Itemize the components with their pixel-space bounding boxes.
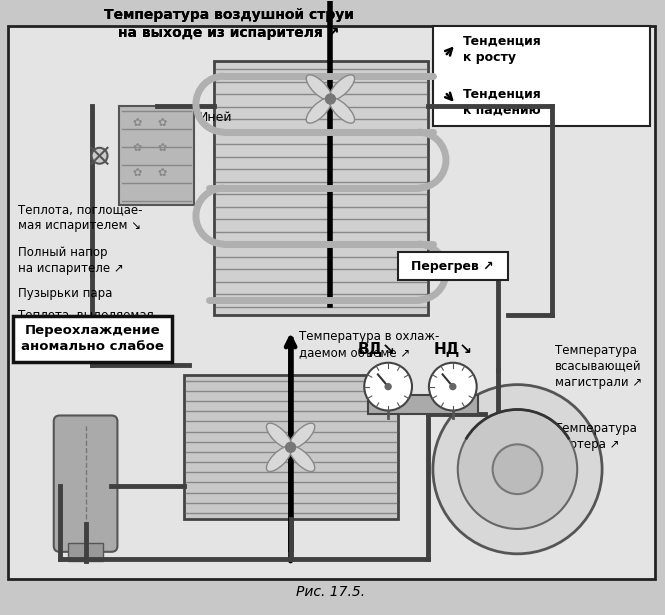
Text: Рис. 17.5.: Рис. 17.5.	[296, 585, 365, 598]
Text: ✿: ✿	[158, 168, 167, 178]
Circle shape	[433, 384, 602, 554]
Circle shape	[385, 384, 391, 390]
Bar	[398, 252, 507, 280]
Text: Полный напор
на испарителе ↗: Полный напор на испарителе ↗	[18, 246, 124, 275]
Text: Температура воздушной струи
на выходе из испарителя ↗: Температура воздушной струи на выходе из…	[104, 9, 354, 40]
Ellipse shape	[267, 423, 291, 448]
Ellipse shape	[290, 423, 315, 448]
Text: Пузырьки пара: Пузырьки пара	[18, 287, 112, 300]
Bar	[184, 375, 398, 519]
Bar	[214, 61, 428, 315]
Bar	[120, 106, 194, 205]
Circle shape	[92, 148, 108, 164]
Bar	[68, 543, 104, 561]
Text: НД↘: НД↘	[434, 343, 472, 357]
Text: Температура
картера ↗: Температура картера ↗	[555, 422, 637, 451]
Bar	[13, 316, 172, 362]
Text: ✿: ✿	[158, 118, 167, 128]
Ellipse shape	[329, 98, 354, 123]
Ellipse shape	[307, 75, 331, 100]
Bar	[485, 451, 555, 506]
Circle shape	[458, 410, 577, 529]
Circle shape	[364, 363, 412, 410]
Text: Иней: Иней	[199, 111, 233, 124]
Text: ВД↘: ВД↘	[357, 343, 395, 357]
Circle shape	[429, 363, 477, 410]
Text: Температура воздушной струи
на выходе из испарителя ↗: Температура воздушной струи на выходе из…	[104, 9, 354, 40]
Ellipse shape	[267, 446, 291, 472]
Circle shape	[286, 442, 295, 452]
Text: Тенденция
к росту: Тенденция к росту	[463, 35, 541, 64]
Ellipse shape	[307, 98, 331, 123]
Circle shape	[450, 384, 456, 390]
Text: ✿: ✿	[132, 143, 142, 153]
FancyBboxPatch shape	[54, 416, 118, 552]
Text: ✿: ✿	[158, 143, 167, 153]
Text: Теплота, выделяемая
конденсатором ↘: Теплота, выделяемая конденсатором ↘	[18, 309, 154, 338]
Text: Перегрев ↗: Перегрев ↗	[412, 260, 494, 272]
Bar	[433, 26, 650, 126]
Ellipse shape	[329, 75, 354, 100]
Text: Температура в охлаж-
даемом объеме ↗: Температура в охлаж- даемом объеме ↗	[299, 330, 439, 359]
Circle shape	[325, 94, 335, 104]
Ellipse shape	[290, 446, 315, 472]
Circle shape	[493, 445, 543, 494]
Text: Температура
всасывающей
магистрали ↗: Температура всасывающей магистрали ↗	[555, 344, 642, 389]
Text: Тенденция
к падению: Тенденция к падению	[463, 87, 541, 116]
Text: ✿: ✿	[132, 168, 142, 178]
Bar	[368, 395, 477, 415]
Text: ✿: ✿	[132, 118, 142, 128]
Text: Теплота, поглощае-
мая испарителем ↘: Теплота, поглощае- мая испарителем ↘	[18, 203, 142, 232]
Text: Переохлаждение
аномально слабое: Переохлаждение аномально слабое	[21, 324, 164, 354]
